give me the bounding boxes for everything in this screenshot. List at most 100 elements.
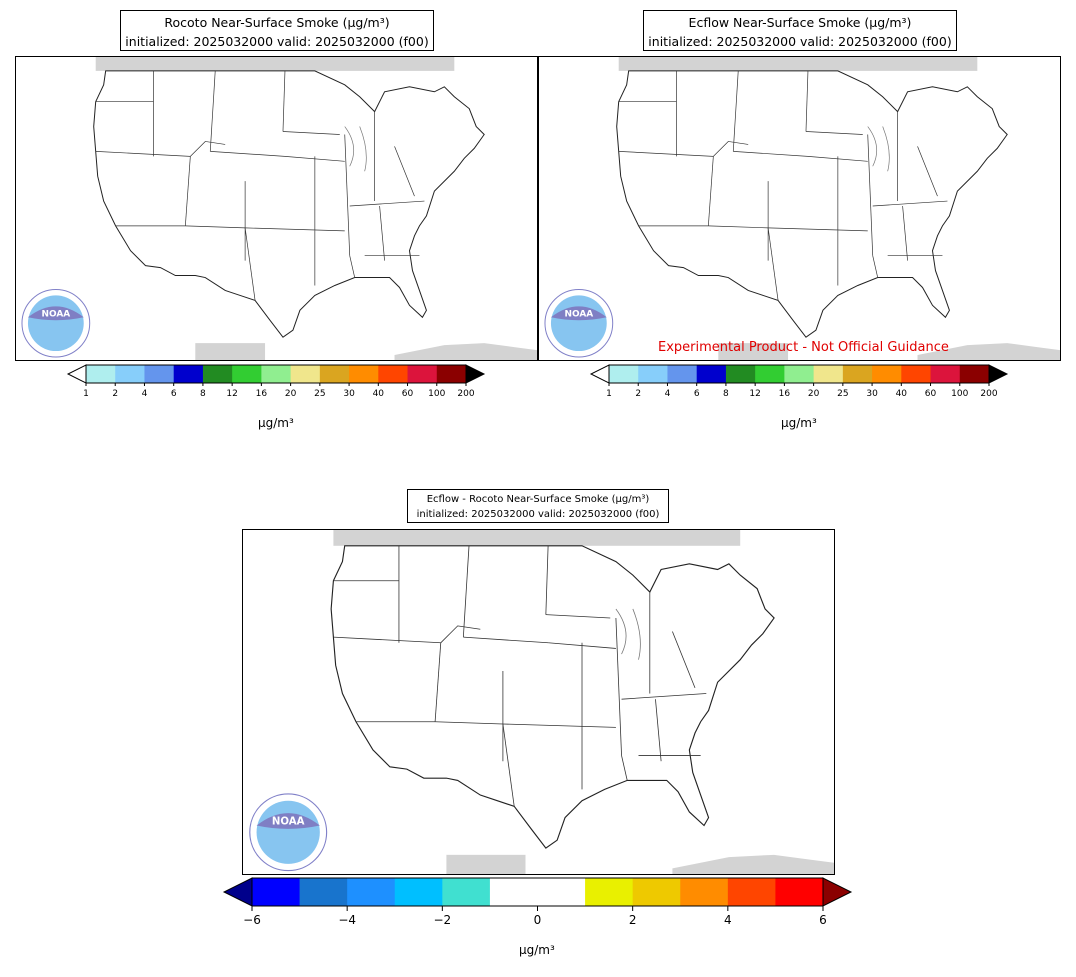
state-border <box>872 200 948 207</box>
colorbar-swatch <box>638 365 668 383</box>
colorbar-swatch <box>901 365 932 383</box>
colorbar-swatch <box>725 365 756 383</box>
colorbar-tick-label: 8 <box>200 389 206 399</box>
state-border <box>349 200 425 207</box>
colorbar-over-arrow <box>822 877 853 907</box>
colorbar-tick-label: 100 <box>951 389 968 399</box>
colorbar-tick-label: 100 <box>428 389 445 399</box>
colorbar-swatch <box>436 365 467 383</box>
state-border <box>867 134 874 256</box>
colorbar-swatch <box>667 365 698 383</box>
state-border <box>655 699 662 762</box>
great-lakes <box>344 126 367 172</box>
state-border <box>502 723 616 728</box>
state-border <box>917 146 938 197</box>
rocoto-colorbar: 1 2 4 6 8 12 16 20 25 30 40 60 100 200 <box>66 362 488 410</box>
colorbar-tick-label: 16 <box>779 389 791 399</box>
state-border <box>209 70 216 152</box>
state-border <box>349 255 356 278</box>
rocoto-map: NOAA <box>15 56 538 361</box>
us-outline <box>616 70 1008 338</box>
svg-text:NOAA: NOAA <box>41 309 70 319</box>
ecflow-title-line1: Ecflow Near-Surface Smoke (µg/m³) <box>688 15 912 30</box>
conus-map-icon: NOAA <box>21 57 537 360</box>
colorbar-tick-label: 25 <box>314 389 325 399</box>
colorbar-swatch <box>585 878 634 906</box>
ecflow-colorbar: 1 2 4 6 8 12 16 20 25 30 40 60 100 200 <box>589 362 1011 410</box>
colorbar-swatch <box>290 365 321 383</box>
colorbar-under-arrow <box>66 364 87 384</box>
state-border <box>805 70 809 132</box>
state-border <box>463 636 549 644</box>
state-border <box>545 545 549 615</box>
colorbar-swatch <box>489 878 538 906</box>
colorbar-swatch <box>173 365 204 383</box>
colorbar-swatch <box>144 365 175 383</box>
colorbar-tick-label: 2 <box>112 389 118 399</box>
colorbar-swatch <box>609 365 639 383</box>
state-border <box>434 642 442 722</box>
state-border <box>462 545 470 638</box>
diff-colorbar: −6 −4 −2 0 2 4 6 <box>222 876 854 940</box>
colorbar-under-arrow <box>222 877 253 907</box>
state-border <box>95 151 191 157</box>
colorbar-tick-label: 60 <box>925 389 937 399</box>
colorbar-swatch <box>349 365 379 383</box>
rocoto-title-box: Rocoto Near-Surface Smoke (µg/m³) initia… <box>120 10 434 51</box>
colorbar-swatch <box>86 365 116 383</box>
ecflow-title-line2: initialized: 2025032000 valid: 202503200… <box>648 34 952 49</box>
colorbar-tick-label: 30 <box>866 389 878 399</box>
colorbar-tick-label: 6 <box>694 389 700 399</box>
state-border <box>440 625 481 644</box>
state-border <box>185 225 246 229</box>
state-border <box>618 151 714 157</box>
colorbar-swatch <box>261 365 292 383</box>
diff-colorbar-unit: µg/m³ <box>519 943 555 957</box>
colorbar-tick-label: 4 <box>142 389 148 399</box>
colorbar-tick-label: 0 <box>534 913 542 927</box>
colorbar-swatch <box>696 365 727 383</box>
state-border <box>333 636 441 644</box>
colorbar-tick-label: 40 <box>896 389 908 399</box>
state-border <box>708 156 714 226</box>
colorbar-tick-label: 25 <box>837 389 848 399</box>
colorbar-tick-label: −4 <box>338 913 356 927</box>
state-border <box>902 205 908 261</box>
rocoto-colorbar-unit: µg/m³ <box>258 416 294 430</box>
state-border <box>245 227 345 232</box>
colorbar-tick-label: 200 <box>980 389 997 399</box>
state-border <box>805 131 863 135</box>
experimental-watermark: Experimental Product - Not Official Guid… <box>658 340 949 355</box>
colorbar-tick-label: 6 <box>171 389 177 399</box>
colorbar-swatch <box>202 365 233 383</box>
colorbar-tick-label: 1 <box>83 389 89 399</box>
colorbar-tick-label: 20 <box>285 389 297 399</box>
canada-shade <box>95 57 455 71</box>
colorbar-tick-label: 12 <box>749 389 760 399</box>
great-lakes <box>867 126 890 172</box>
colorbar-tick-label: 6 <box>819 913 827 927</box>
colorbar-tick-label: 8 <box>723 389 729 399</box>
cuba-shade <box>672 854 834 874</box>
state-border <box>872 255 879 278</box>
colorbar-swatch <box>319 365 350 383</box>
colorbar-swatch <box>632 878 681 906</box>
colorbar-tick-label: 200 <box>457 389 474 399</box>
colorbar-tick-label: −6 <box>243 913 261 927</box>
state-border <box>190 141 226 157</box>
colorbar-tick-label: 12 <box>226 389 237 399</box>
state-border <box>621 755 628 781</box>
rocoto-title-line2: initialized: 2025032000 valid: 202503200… <box>125 34 429 49</box>
great-lakes <box>615 608 641 660</box>
diff-map: NOAA <box>242 529 835 875</box>
state-border <box>244 227 256 301</box>
us-outline <box>330 545 775 849</box>
state-border <box>379 205 385 261</box>
state-border <box>545 614 611 619</box>
mexico-shade <box>446 854 526 874</box>
rocoto-title-line1: Rocoto Near-Surface Smoke (µg/m³) <box>164 15 390 30</box>
mexico-shade <box>718 343 789 360</box>
colorbar-swatch <box>872 365 902 383</box>
colorbar-swatch <box>813 365 844 383</box>
state-border <box>210 151 285 157</box>
